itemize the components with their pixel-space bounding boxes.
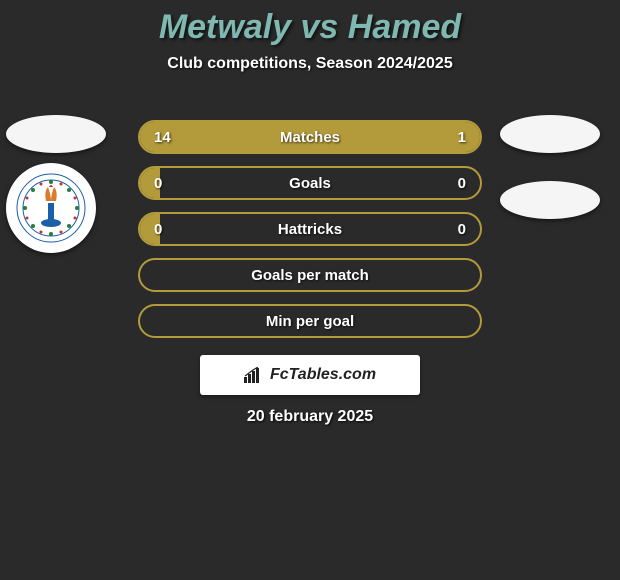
stat-label: Goals per match	[251, 267, 369, 284]
stat-value-right: 1	[458, 129, 466, 146]
stat-bar-hattricks: 0 Hattricks 0	[138, 212, 482, 246]
stat-label: Hattricks	[140, 221, 480, 238]
placeholder-ellipse	[500, 115, 600, 153]
right-side-badges	[500, 115, 600, 219]
stat-bar-gpm: Goals per match	[138, 258, 482, 292]
stat-value-right: 0	[458, 221, 466, 238]
stat-label: Min per goal	[266, 313, 354, 330]
stat-bar-mpg: Min per goal	[138, 304, 482, 338]
stat-bars: 14 Matches 1 0 Goals 0 0 Hattricks 0 Goa…	[138, 120, 482, 338]
placeholder-ellipse	[6, 115, 106, 153]
stat-value-right: 0	[458, 175, 466, 192]
left-side-badges	[6, 115, 106, 253]
club-logo	[6, 163, 96, 253]
comparison-subtitle: Club competitions, Season 2024/2025	[0, 55, 620, 73]
stat-label: Matches	[140, 129, 480, 146]
placeholder-ellipse	[500, 181, 600, 219]
brand-text: FcTables.com	[270, 366, 376, 384]
club-crest-icon	[16, 173, 86, 243]
bars-chart-icon	[244, 367, 264, 383]
comparison-title: Metwaly vs Hamed	[0, 0, 620, 47]
stat-bar-matches: 14 Matches 1	[138, 120, 482, 154]
comparison-date: 20 february 2025	[0, 408, 620, 426]
brand-badge: FcTables.com	[200, 355, 420, 395]
stat-label: Goals	[140, 175, 480, 192]
stat-bar-goals: 0 Goals 0	[138, 166, 482, 200]
